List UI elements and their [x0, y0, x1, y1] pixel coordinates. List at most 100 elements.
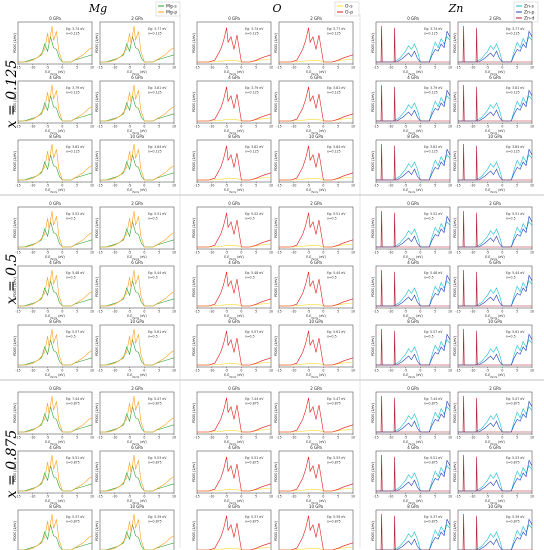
- y-axis-label: PDOS (1/eV): [13, 218, 17, 238]
- x-tick-label: 0: [419, 125, 421, 129]
- x-axis-label: E-EFermi (eV): [485, 314, 505, 320]
- x-tick-label: 10: [530, 495, 534, 499]
- x-axis-label: E-EFermi (eV): [45, 129, 65, 135]
- x-axis-label: E-EFermi (eV): [45, 440, 65, 446]
- y-axis-label: PDOS (1/eV): [453, 33, 457, 53]
- x-tick-label: -10: [112, 369, 117, 373]
- curve-mg-s: [100, 95, 175, 122]
- curve-zn-d: [376, 328, 450, 366]
- x-tick-label: 10: [90, 310, 94, 314]
- x-annotation: x=0.875: [506, 461, 520, 465]
- curve-o-p: [197, 330, 272, 366]
- x-tick-label: -10: [30, 251, 35, 255]
- x-tick-label: -10: [291, 66, 296, 70]
- x-tick-label: -5: [46, 184, 49, 188]
- legend-label: Zn-p: [524, 10, 535, 16]
- x-tick-label: -5: [307, 251, 310, 255]
- x-annotation: x=0.125: [506, 91, 520, 95]
- x-tick-label: -10: [291, 310, 296, 314]
- pdos-panel: 2 GPa Eg: 5.51 eVx=0.5 -15 -10 -5 0 5 10 E-EFerm…: [453, 201, 534, 261]
- curve-mg-s: [100, 36, 175, 63]
- curve-zn-d: [458, 269, 532, 307]
- x-annotation: x=0.125: [245, 91, 259, 95]
- y-axis-label: PDOS (1/eV): [274, 521, 278, 541]
- x-tick-label: 10: [530, 310, 534, 314]
- curve-mg-s: [100, 339, 175, 366]
- gap-annotation: Eg: 3.82 eV: [245, 145, 264, 149]
- pdos-panel: 4 GPa Eg: 5.51 eVx=0.875 -15 -10 -5 0 5 10 E-EFe…: [13, 445, 94, 505]
- x-tick-label: 5: [337, 184, 339, 188]
- panel-title: 0 GPa: [49, 386, 61, 391]
- panel-title: 10 GPa: [488, 504, 503, 509]
- x-tick-label: -15: [276, 495, 281, 499]
- panel-frame: [278, 21, 354, 65]
- gap-annotation: Eg: 3.74 eV: [245, 27, 264, 31]
- x-tick-label: -15: [97, 66, 102, 70]
- x-tick-label: -10: [388, 436, 393, 440]
- y-axis-label: PDOS (1/eV): [95, 218, 99, 238]
- x-tick-label: 5: [76, 66, 78, 70]
- pdos-panel: 0 GPa Eg: 3.74 eVx=0.125 -15 -10 -5 0 5 10 E-EFe…: [192, 16, 273, 76]
- y-axis-label: PDOS (1/eV): [274, 92, 278, 112]
- curve-mg-s: [18, 154, 93, 181]
- x-annotation: x=0.875: [506, 402, 520, 406]
- x-tick-label: 10: [530, 184, 534, 188]
- x-tick-label: -10: [30, 66, 35, 70]
- curve-o-p: [279, 330, 354, 366]
- y-axis-label: PDOS (1/eV): [95, 462, 99, 482]
- pdos-panel: 6 GPa Eg: 5.44 eVx=0.5 -15 -10 -5 0 5 10 E-EFerm…: [274, 260, 355, 320]
- x-axis-label: E-EFermi (eV): [306, 440, 326, 446]
- x-axis-label: E-EFermi (eV): [485, 255, 505, 261]
- pdos-panel: 2 GPa Eg: 3.77 eVx=0.125 -15 -10 -5 0 5 10 E-EFe…: [453, 16, 534, 76]
- curve-zn-d: [376, 143, 450, 181]
- curve-zn-d: [458, 395, 532, 433]
- row-label: x = 0.125: [4, 60, 20, 129]
- x-tick-label: 10: [351, 184, 355, 188]
- x-tick-label: 0: [501, 66, 503, 70]
- curve-o-p: [279, 456, 354, 492]
- x-annotation: x=0.125: [66, 32, 80, 36]
- x-annotation: x=0.5: [148, 276, 158, 280]
- pdos-panel: 6 GPa Eg: 5.53 eVx=0.875 -15 -10 -5 0 5 10 E-EFe…: [453, 445, 534, 505]
- x-tick-label: 10: [172, 251, 176, 255]
- x-tick-label: -10: [388, 369, 393, 373]
- panel-title: 0 GPa: [49, 201, 61, 206]
- x-axis-label: E-EFermi (eV): [306, 129, 326, 135]
- x-tick-label: -5: [128, 184, 131, 188]
- panel-title: 0 GPa: [228, 16, 240, 21]
- x-tick-label: 0: [501, 184, 503, 188]
- x-tick-label: 5: [516, 495, 518, 499]
- x-tick-label: -5: [404, 436, 407, 440]
- x-tick-label: 5: [255, 310, 257, 314]
- curve-mg-s: [100, 524, 175, 550]
- x-annotation: x=0.875: [148, 461, 162, 465]
- x-tick-label: -5: [225, 310, 228, 314]
- y-axis-label: PDOS (1/eV): [192, 462, 196, 482]
- x-tick-label: 5: [337, 436, 339, 440]
- legend-label: Zn-s: [524, 4, 535, 10]
- pdos-panel: 4 GPa Eg: 3.79 eVx=0.125 -15 -10 -5 0 5 10 E-EFe…: [192, 75, 273, 135]
- panel-title: 4 GPa: [49, 445, 61, 450]
- x-tick-label: 10: [269, 66, 273, 70]
- x-tick-label: -10: [209, 184, 214, 188]
- x-tick-label: -5: [225, 436, 228, 440]
- x-tick-label: -10: [388, 251, 393, 255]
- x-axis-label: E-EFermi (eV): [485, 70, 505, 76]
- curve-o-s: [197, 302, 272, 307]
- x-axis-label: E-EFermi (eV): [224, 373, 244, 379]
- x-tick-label: -5: [307, 436, 310, 440]
- gap-annotation: Eg: 3.84 eV: [506, 145, 525, 149]
- panel-frame: [17, 509, 93, 550]
- x-tick-label: -10: [291, 436, 296, 440]
- x-tick-label: 10: [351, 251, 355, 255]
- row-label: x = 0.875: [4, 430, 20, 499]
- x-tick-label: -10: [470, 436, 475, 440]
- x-tick-label: 0: [322, 251, 324, 255]
- x-tick-label: -15: [373, 184, 378, 188]
- x-tick-label: -15: [97, 125, 102, 129]
- x-tick-label: -15: [276, 251, 281, 255]
- curve-mg-p: [18, 395, 93, 433]
- x-tick-label: -5: [404, 495, 407, 499]
- gap-annotation: Eg: 5.39 eV: [506, 515, 525, 519]
- y-axis-label: PDOS (1/eV): [274, 336, 278, 356]
